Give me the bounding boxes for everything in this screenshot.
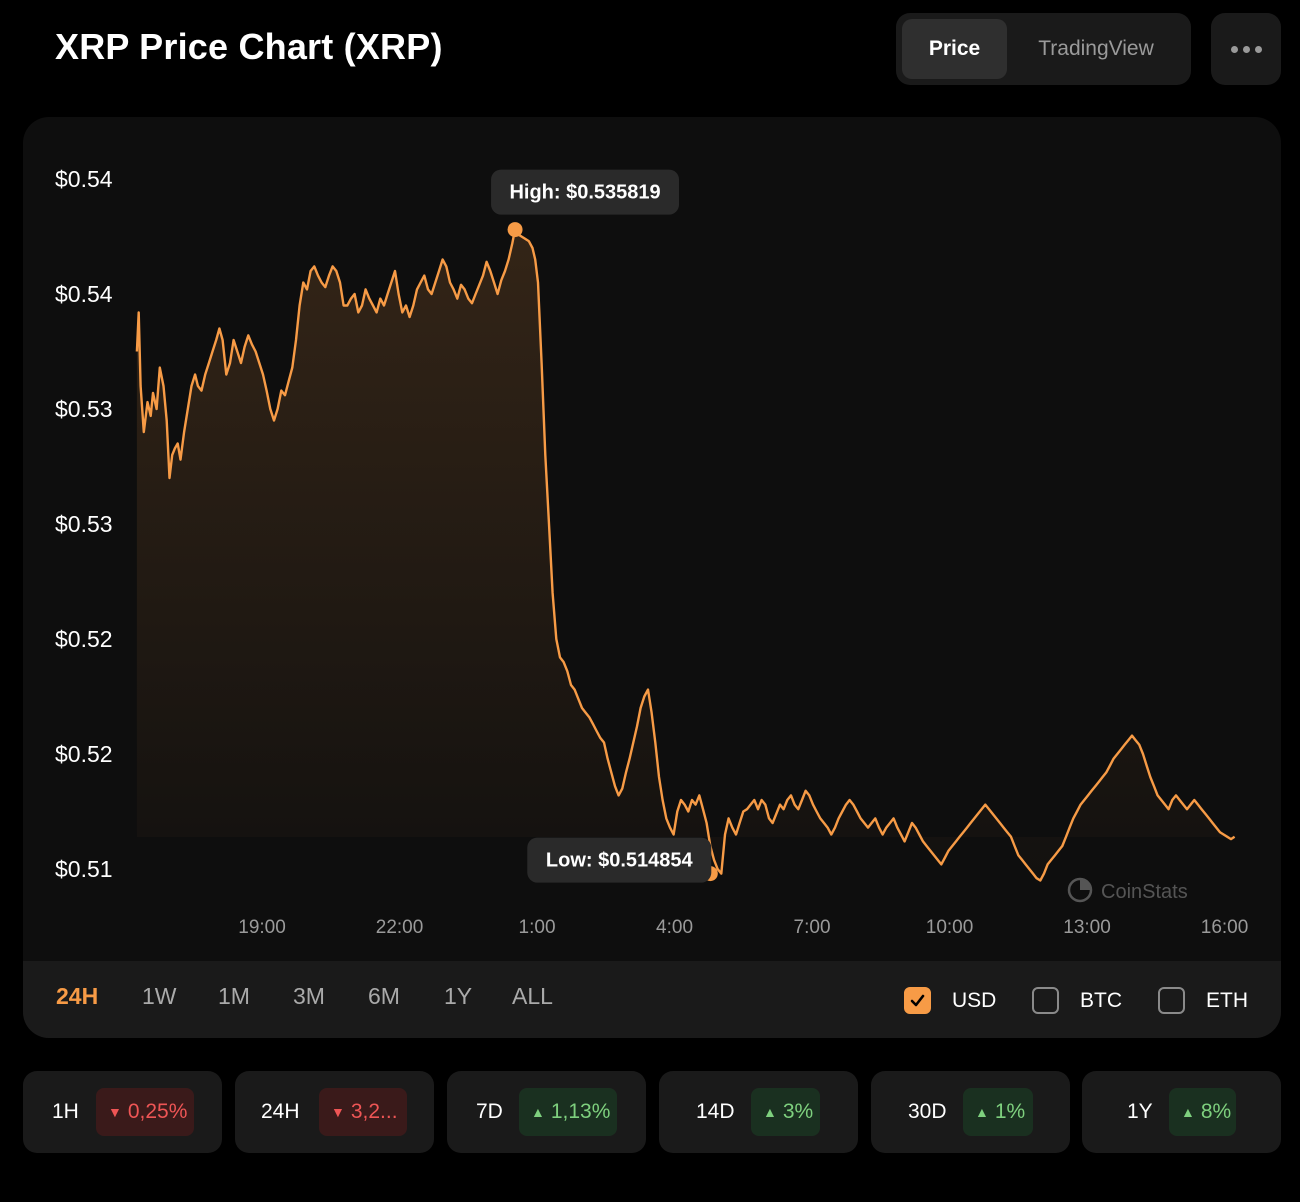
chart-card: $0.54 $0.54 $0.53 $0.53 $0.52 $0.52 $0.51 19:0… [23,117,1281,1038]
stat-change-badge: ▲ 1,13% [519,1088,617,1136]
dot-icon [1254,45,1262,53]
stat-card-24h[interactable]: 24H ▼ 3,2... [235,1071,434,1153]
range-tab-3m[interactable]: 3M [293,983,325,1009]
currency-label: BTC [1080,988,1122,1012]
triangle-down-icon: ▼ [331,1104,345,1120]
checkbox-checked-icon [904,987,931,1014]
y-tick-label: $0.53 [55,396,113,422]
x-tick-label: 13:00 [1063,917,1111,938]
stat-change-badge: ▼ 3,2... [319,1088,407,1136]
range-tab-1y[interactable]: 1Y [444,983,473,1009]
checkbox-empty-icon [1032,987,1059,1014]
y-tick-label: $0.52 [55,626,113,652]
stat-period: 1H [52,1100,79,1123]
range-tab-6m[interactable]: 6M [368,983,400,1009]
stat-card-1h[interactable]: 1H ▼ 0,25% [23,1071,222,1153]
high-label: High: $0.535819 [509,182,660,204]
y-tick-label: $0.52 [55,741,113,767]
price-chart[interactable]: $0.54 $0.54 $0.53 $0.53 $0.52 $0.52 $0.51 19:0… [23,117,1281,961]
stat-card-1y[interactable]: 1Y ▲ 8% [1082,1071,1281,1153]
stat-period: 24H [261,1100,300,1123]
currency-label: ETH [1206,988,1248,1012]
currency-label: USD [952,988,997,1012]
stat-change-badge: ▲ 3% [751,1088,820,1136]
stat-period: 7D [476,1100,503,1123]
stat-change-badge: ▲ 1% [963,1088,1033,1136]
stat-change: 0,25% [127,1100,188,1123]
stat-period: 14D [696,1100,735,1123]
stat-card-14d[interactable]: 14D ▲ 3% [659,1071,858,1153]
more-options-button[interactable] [1211,13,1281,85]
dot-icon [1230,45,1238,53]
x-tick-label: 10:00 [926,917,974,938]
triangle-up-icon: ▲ [975,1104,989,1120]
stat-period: 1Y [1127,1100,1153,1123]
triangle-down-icon: ▼ [108,1104,122,1120]
price-line [135,228,1236,882]
range-tab-24h[interactable]: 24H [56,983,99,1009]
stat-card-7d[interactable]: 7D ▲ 1,13% [447,1071,646,1153]
stat-change-badge: ▼ 0,25% [96,1088,194,1136]
triangle-up-icon: ▲ [1181,1104,1195,1120]
tab-tradingview[interactable]: TradingView [1038,37,1154,60]
x-tick-label: 16:00 [1201,917,1249,938]
y-tick-label: $0.54 [55,281,113,307]
stat-change-badge: ▲ 8% [1169,1088,1236,1136]
page-title: XRP Price Chart (XRP) [55,26,443,67]
range-bar: 24H 1W 1M 3M 6M 1Y ALL USD BTC ETH [23,961,1281,1038]
tab-price[interactable]: Price [902,19,1007,79]
currency-usd-checkbox[interactable]: USD [904,987,996,1014]
price-area [136,229,1235,881]
x-tick-label: 1:00 [519,917,556,938]
currency-eth-checkbox[interactable]: ETH [1158,987,1248,1014]
checkbox-empty-icon [1158,987,1185,1014]
y-tick-label: $0.53 [55,511,113,537]
x-tick-label: 19:00 [238,917,286,938]
x-tick-label: 7:00 [794,917,831,938]
currency-btc-checkbox[interactable]: BTC [1032,987,1122,1014]
dot-icon [1242,45,1250,53]
x-tick-label: 4:00 [656,917,693,938]
triangle-up-icon: ▲ [763,1104,777,1120]
range-tab-all[interactable]: ALL [512,983,553,1009]
stat-change: 1,13% [550,1100,611,1123]
triangle-up-icon: ▲ [531,1104,545,1120]
stat-change: 3% [782,1100,814,1123]
x-tick-label: 22:00 [376,917,424,938]
annotation-box [527,837,712,883]
watermark-text: CoinStats [1101,881,1188,903]
stat-change: 1% [994,1100,1026,1123]
stat-change: 8% [1200,1100,1232,1123]
stat-period: 30D [908,1100,947,1123]
y-tick-label: $0.54 [55,166,113,192]
watermark: CoinStats [1067,877,1188,903]
high-marker [507,222,523,238]
annotation-box [491,169,680,215]
range-tab-1m[interactable]: 1M [218,983,250,1009]
range-tab-1w[interactable]: 1W [142,983,177,1009]
stat-change: 3,2... [350,1100,398,1123]
low-label: Low: $0.514854 [546,850,694,872]
stat-card-30d[interactable]: 30D ▲ 1% [871,1071,1070,1153]
view-toggle: Price TradingView [896,13,1191,85]
y-tick-label: $0.51 [55,856,113,882]
